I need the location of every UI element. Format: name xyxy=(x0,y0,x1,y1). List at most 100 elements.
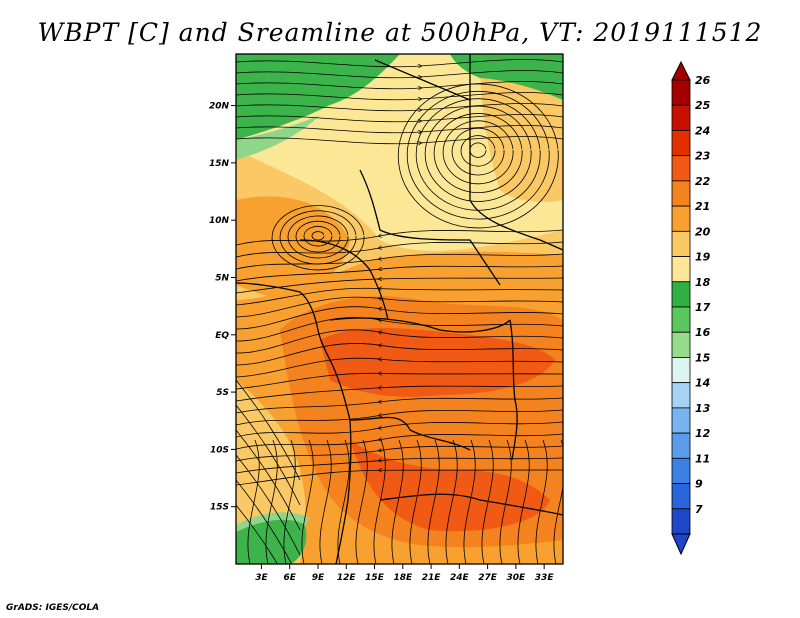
colorbar-swatch xyxy=(671,407,691,434)
colorbar-label: 15 xyxy=(695,351,711,364)
lat-tick-label: 5S xyxy=(216,388,229,398)
map-title: WBPT [C] and Sreamline at 500hPa, VT: 20… xyxy=(37,18,763,47)
streamline-southern xyxy=(427,439,440,564)
streamline-easterly xyxy=(236,445,563,462)
streamline-southern xyxy=(445,439,458,564)
colorbar-swatch xyxy=(671,104,691,131)
streamline-eddy-ne xyxy=(451,127,505,176)
streamline-easterly xyxy=(236,317,563,342)
field-lightgreen-north xyxy=(236,115,320,160)
colorbar-swatch xyxy=(671,79,691,106)
streamline-southwest xyxy=(236,454,301,556)
lon-tick-label: 18E xyxy=(393,573,413,583)
colorbar: 26 25 24 23 22 21 20 19 18 17 16 15 14 13 12 11 9 7 xyxy=(671,60,711,556)
streamline-southern xyxy=(391,439,404,564)
colorbar-swatch xyxy=(671,483,691,510)
streamline-southwest xyxy=(236,404,301,506)
colorbar-label: 11 xyxy=(695,452,710,465)
field-light-orange-ne xyxy=(480,60,563,202)
colorbar-swatch xyxy=(671,230,691,257)
streamline-eddy-ne xyxy=(424,105,532,202)
streamline-southern xyxy=(301,439,314,564)
streamline-southern xyxy=(337,439,350,564)
border-south xyxy=(379,493,563,516)
streamline-southern xyxy=(553,439,563,564)
colorbar-label: 19 xyxy=(695,251,711,264)
streamline-easterly xyxy=(236,373,563,390)
colorbar-label: 25 xyxy=(695,99,711,112)
plot-frame xyxy=(235,53,564,565)
streamline-westerly xyxy=(236,136,563,143)
map-figure: 3E 6E 9E 12E 15E 18E 21E 24E 27E 30E 33E 20N 15N 10N… xyxy=(209,53,711,583)
colorbar-swatch xyxy=(671,331,691,358)
colorbar-swatch xyxy=(671,382,691,409)
streamline-southern xyxy=(517,439,530,564)
colorbar-swatch xyxy=(671,457,691,484)
streamline-eddy-ne xyxy=(415,98,541,211)
streamline-eddy-ne xyxy=(460,135,496,167)
field-red-orange-south xyxy=(350,440,550,532)
streamline-westerly xyxy=(236,92,563,99)
lat-tick-label: 20N xyxy=(209,102,230,112)
streamline-eddy-ne xyxy=(433,113,523,194)
lon-tick-label: 30E xyxy=(507,573,527,583)
lat-tick-label: 10S xyxy=(210,445,229,455)
streamline-eddy-ne xyxy=(406,90,550,220)
streamline-easterly xyxy=(236,253,563,270)
lon-tick-label: 15E xyxy=(365,573,385,583)
streamline-eddy-ne xyxy=(442,120,514,185)
lon-tick-label: 33E xyxy=(535,573,555,583)
colorbar-swatch xyxy=(671,357,691,384)
streamline-easterly xyxy=(236,329,563,354)
colorbar-label: 23 xyxy=(695,150,711,163)
streamline-southwest xyxy=(236,479,293,564)
streamline-eddy-west xyxy=(287,215,349,259)
streamline-westerly xyxy=(236,59,563,66)
streamline-easterly xyxy=(236,385,563,402)
streamline-easterly xyxy=(236,343,563,366)
streamlines xyxy=(236,59,563,564)
wbpt-field xyxy=(236,54,563,564)
border-east xyxy=(469,100,563,251)
streamline-southwest xyxy=(236,379,301,481)
colorbar-min-arrow xyxy=(671,533,691,556)
streamline-southern xyxy=(283,439,296,564)
border-lakes xyxy=(509,319,518,461)
streamline-eddy-west xyxy=(279,210,357,265)
streamline-westerly xyxy=(236,81,563,88)
colorbar-swatch xyxy=(671,130,691,157)
colorbar-swatch xyxy=(671,205,691,232)
colorbar-label: 20 xyxy=(695,225,711,238)
streamline-southern xyxy=(355,439,368,564)
streamline-southern xyxy=(463,439,476,564)
colorbar-label: 7 xyxy=(695,503,703,516)
lon-tick-label: 3E xyxy=(255,573,268,583)
field-lightgreen-southwest xyxy=(236,512,310,532)
border-drc xyxy=(329,317,511,333)
streamline-easterly xyxy=(236,297,563,318)
colorbar-swatch xyxy=(671,180,691,207)
lat-tick-label: EQ xyxy=(215,331,229,341)
colorbar-label: 18 xyxy=(695,276,711,289)
streamline-southern xyxy=(481,439,494,564)
streamline-easterly xyxy=(236,306,563,330)
lon-tick-label: 27E xyxy=(478,573,498,583)
streamline-westerly xyxy=(236,70,563,77)
streamline-easterly xyxy=(236,397,563,414)
streamline-eddy-west xyxy=(295,220,341,253)
lat-tick-label: 10N xyxy=(209,216,230,226)
lat-tick-label: 15S xyxy=(210,503,229,513)
colorbar-label: 16 xyxy=(695,326,711,339)
coastline-west xyxy=(236,282,352,564)
streamline-southern xyxy=(319,439,332,564)
colorbar-label: 21 xyxy=(695,200,710,213)
field-green-north xyxy=(236,54,400,140)
streamline-easterly xyxy=(236,409,563,426)
streamline-southern xyxy=(535,439,548,564)
colorbar-label: 14 xyxy=(695,377,710,390)
streamline-southwest xyxy=(236,504,278,564)
coastline-borders xyxy=(236,54,563,564)
colorbar-label: 17 xyxy=(695,301,711,314)
colorbar-label: 13 xyxy=(695,402,711,415)
lat-tick-label: 5N xyxy=(215,273,229,283)
